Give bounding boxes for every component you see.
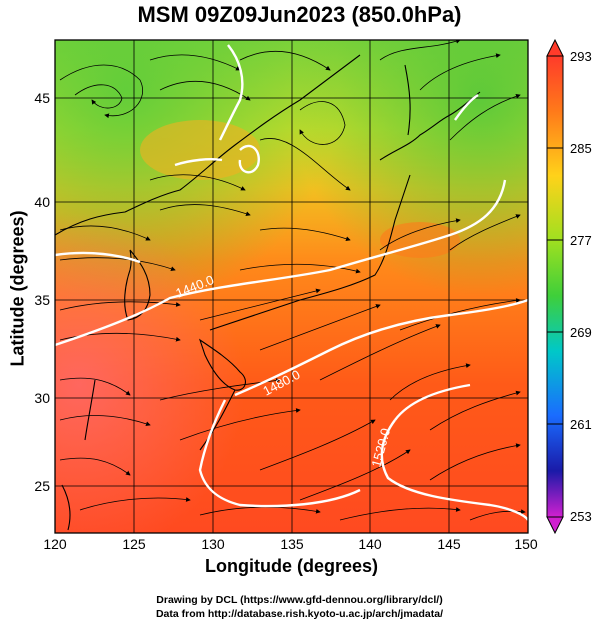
map-title: MSM 09Z09Jun2023 (850.0hPa) (137, 2, 462, 27)
colorbar-top-arrow (546, 38, 564, 57)
y-tick-label: 35 (34, 292, 50, 308)
coastlines (55, 54, 481, 531)
y-tick-labels: 25 30 35 40 45 (34, 90, 50, 494)
colorbar-bottom-arrow (546, 516, 564, 535)
x-tick-label: 120 (43, 536, 67, 552)
x-tick-label: 130 (201, 536, 225, 552)
x-axis-label: Longitude (degrees) (204, 556, 378, 576)
colorbar: 293 285 277 269 261 253 (546, 38, 592, 535)
x-tick-label: 140 (358, 536, 382, 552)
streamlines (59, 40, 526, 521)
x-tick-label: 150 (514, 536, 538, 552)
x-tick-label: 145 (437, 536, 461, 552)
colorbar-label: 277 (570, 233, 592, 248)
y-tick-label: 30 (34, 390, 50, 406)
colorbar-label: 269 (570, 325, 592, 340)
x-tick-label: 135 (280, 536, 304, 552)
y-tick-label: 25 (34, 478, 50, 494)
y-tick-label: 45 (34, 90, 50, 106)
y-tick-label: 40 (34, 194, 50, 210)
gridlines (55, 40, 528, 533)
credit-data: Data from http://database.rish.kyoto-u.a… (155, 608, 444, 620)
colorbar-label: 293 (570, 49, 592, 64)
x-tick-labels: 120 125 130 135 140 145 150 (43, 536, 538, 552)
y-axis-label: Latitude (degrees) (7, 210, 28, 367)
colorbar-labels: 293 285 277 269 261 253 (570, 49, 592, 524)
colorbar-label: 285 (570, 141, 592, 156)
colorbar-label: 253 (570, 509, 592, 524)
colorbar-scale (546, 55, 564, 518)
plot-frame (54, 39, 529, 534)
colorbar-label: 261 (570, 417, 592, 432)
height-contours (55, 44, 528, 521)
credit-drawing: Drawing by DCL (https://www.gfd-dennou.o… (156, 594, 443, 606)
x-tick-label: 125 (122, 536, 146, 552)
